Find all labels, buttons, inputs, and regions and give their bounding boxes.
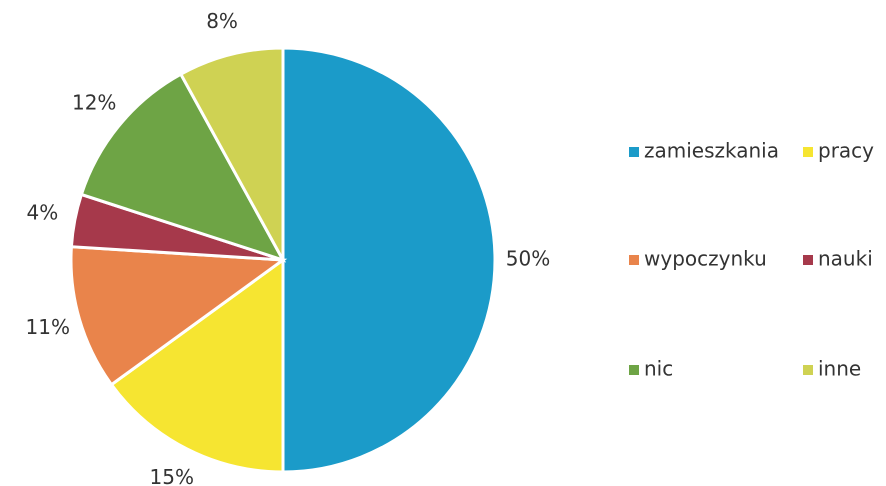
pie-slice: [281, 46, 497, 474]
legend-label: nauki: [818, 247, 873, 271]
pie-slice: [79, 72, 287, 263]
legend-swatch: [803, 147, 813, 157]
legend-swatch: [803, 255, 813, 265]
legend-label: wypoczynku: [644, 247, 767, 271]
legend-swatch: [629, 365, 639, 375]
legend-swatch: [629, 147, 639, 157]
data-label: 50%: [506, 247, 550, 271]
data-label: 12%: [72, 90, 116, 114]
data-label: 15%: [150, 465, 194, 486]
pie-slice: [178, 46, 285, 261]
legend-swatch: [803, 365, 813, 375]
pie-slice: [109, 257, 285, 474]
legend-swatch: [629, 255, 639, 265]
data-label: 11%: [26, 315, 70, 339]
legend-label: pracy: [818, 139, 874, 163]
legend-label: inne: [818, 357, 861, 381]
data-label: 8%: [206, 9, 238, 33]
data-label: 4%: [26, 201, 58, 225]
legend-label: zamieszkania: [644, 139, 779, 163]
pie-slice: [69, 245, 288, 387]
legend-label: nic: [644, 357, 673, 381]
